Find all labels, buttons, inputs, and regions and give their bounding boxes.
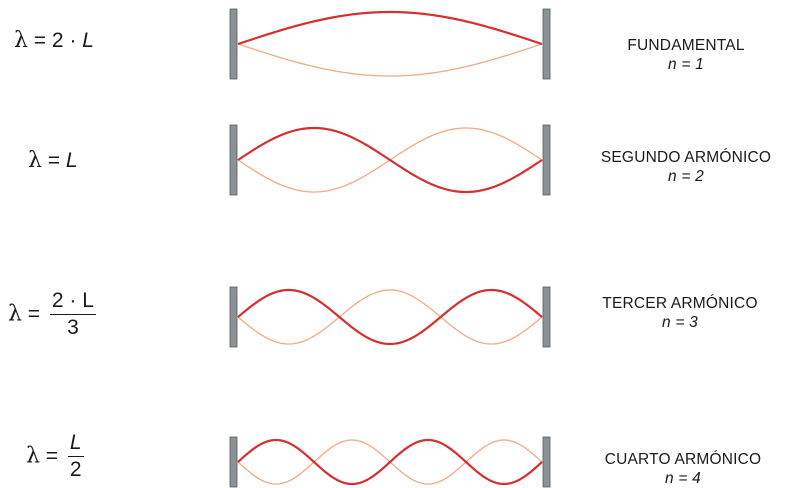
formula-fourth: λ = L 2 [26,431,84,481]
wave-main-curve [237,438,543,486]
wave-light-curve [237,289,543,345]
formula-fundamental: λ = 2 · L [14,28,94,53]
wall-left [229,8,238,80]
fraction: 2 · L 3 [49,289,96,339]
harmonic-name: CUARTO ARMÓNICO [604,451,762,468]
label-fundamental: FUNDAMENTAL n = 1 [598,36,774,74]
standing-wave-4 [229,436,551,488]
wall-right [542,436,551,488]
wall-right [542,286,551,348]
formula-third: λ = 2 · L 3 [8,289,96,339]
harmonic-number: n = 2 [668,168,704,185]
harmonic-name: FUNDAMENTAL [627,37,745,54]
harmonic-name: SEGUNDO ARMÓNICO [600,149,772,166]
harmonic-number: n = 3 [662,314,698,331]
wall-left [229,124,238,196]
wall-right [542,124,551,196]
harmonic-number: n = 1 [668,56,704,73]
wall-left [229,436,238,488]
wave-main-curve [237,126,543,194]
formula-second: λ = L [28,148,78,173]
wall-left [229,286,238,348]
fraction: L 2 [67,431,84,481]
harmonic-number: n = 4 [665,470,701,487]
standing-wave-2 [229,124,551,196]
label-third: TERCER ARMÓNICO n = 3 [580,294,780,332]
wave-light-curve [237,43,543,77]
wave-main-curve [237,10,543,46]
standing-wave-1 [229,8,551,80]
label-fourth: CUARTO ARMÓNICO n = 4 [578,450,788,488]
standing-wave-3 [229,286,551,348]
label-second: SEGUNDO ARMÓNICO n = 2 [570,148,800,186]
wall-right [542,8,551,80]
wave-main-curve [237,288,543,346]
harmonic-name: TERCER ARMÓNICO [602,295,758,312]
